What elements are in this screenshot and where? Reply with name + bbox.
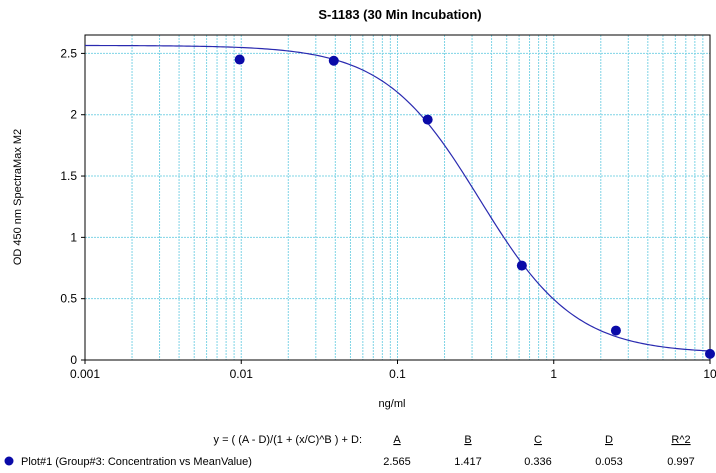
legend-series-name: Plot#1 (Group#3: Concentration vs MeanVa… (21, 456, 252, 468)
fit-equation: y = ( (A - D)/(1 + (x/C)^B ) + D: (214, 434, 362, 446)
fit-param-value: 0.336 (524, 456, 552, 468)
y-tick-label: 0.5 (60, 292, 77, 306)
y-tick-label: 1.5 (60, 169, 77, 183)
x-tick-label: 1 (550, 367, 557, 381)
x-tick-label: 0.001 (70, 367, 100, 381)
y-tick-label: 0 (70, 353, 77, 367)
y-tick-label: 1 (70, 230, 77, 244)
fit-param-label: D (605, 434, 613, 446)
x-tick-label: 10 (703, 367, 716, 381)
axis-ticks: 0.001 0.01 0.1 1 10 0 0.5 1 1.5 2 2.5 (60, 46, 716, 381)
grid (85, 35, 710, 360)
data-point (516, 260, 527, 271)
y-tick-label: 2.5 (60, 46, 77, 60)
x-tick-label: 0.1 (389, 367, 406, 381)
fit-curve (85, 44, 711, 352)
fit-param-value: 0.053 (595, 456, 623, 468)
x-tick-label: 0.01 (230, 367, 254, 381)
fit-parameters: A 2.565 B 1.417 C 0.336 D 0.053 R^2 0.997 (383, 434, 695, 468)
fit-param-value: 0.997 (667, 456, 695, 468)
y-tick-label: 2 (70, 108, 77, 122)
data-point (234, 54, 245, 65)
data-point (422, 114, 433, 125)
fit-param-label: A (393, 434, 401, 446)
fit-param-label: C (534, 434, 542, 446)
data-points (234, 54, 715, 359)
fit-param-label: B (464, 434, 471, 446)
data-point (610, 325, 621, 336)
data-point (705, 348, 715, 359)
legend-marker (4, 456, 14, 466)
fit-param-label: R^2 (671, 434, 690, 446)
fit-param-value: 2.565 (383, 456, 411, 468)
x-axis-label: ng/ml (379, 398, 406, 410)
y-axis-label: OD 450 nm SpectraMax M2 (12, 129, 24, 265)
chart-title: S-1183 (30 Min Incubation) (318, 7, 481, 22)
data-point (328, 55, 339, 66)
fit-param-value: 1.417 (454, 456, 482, 468)
